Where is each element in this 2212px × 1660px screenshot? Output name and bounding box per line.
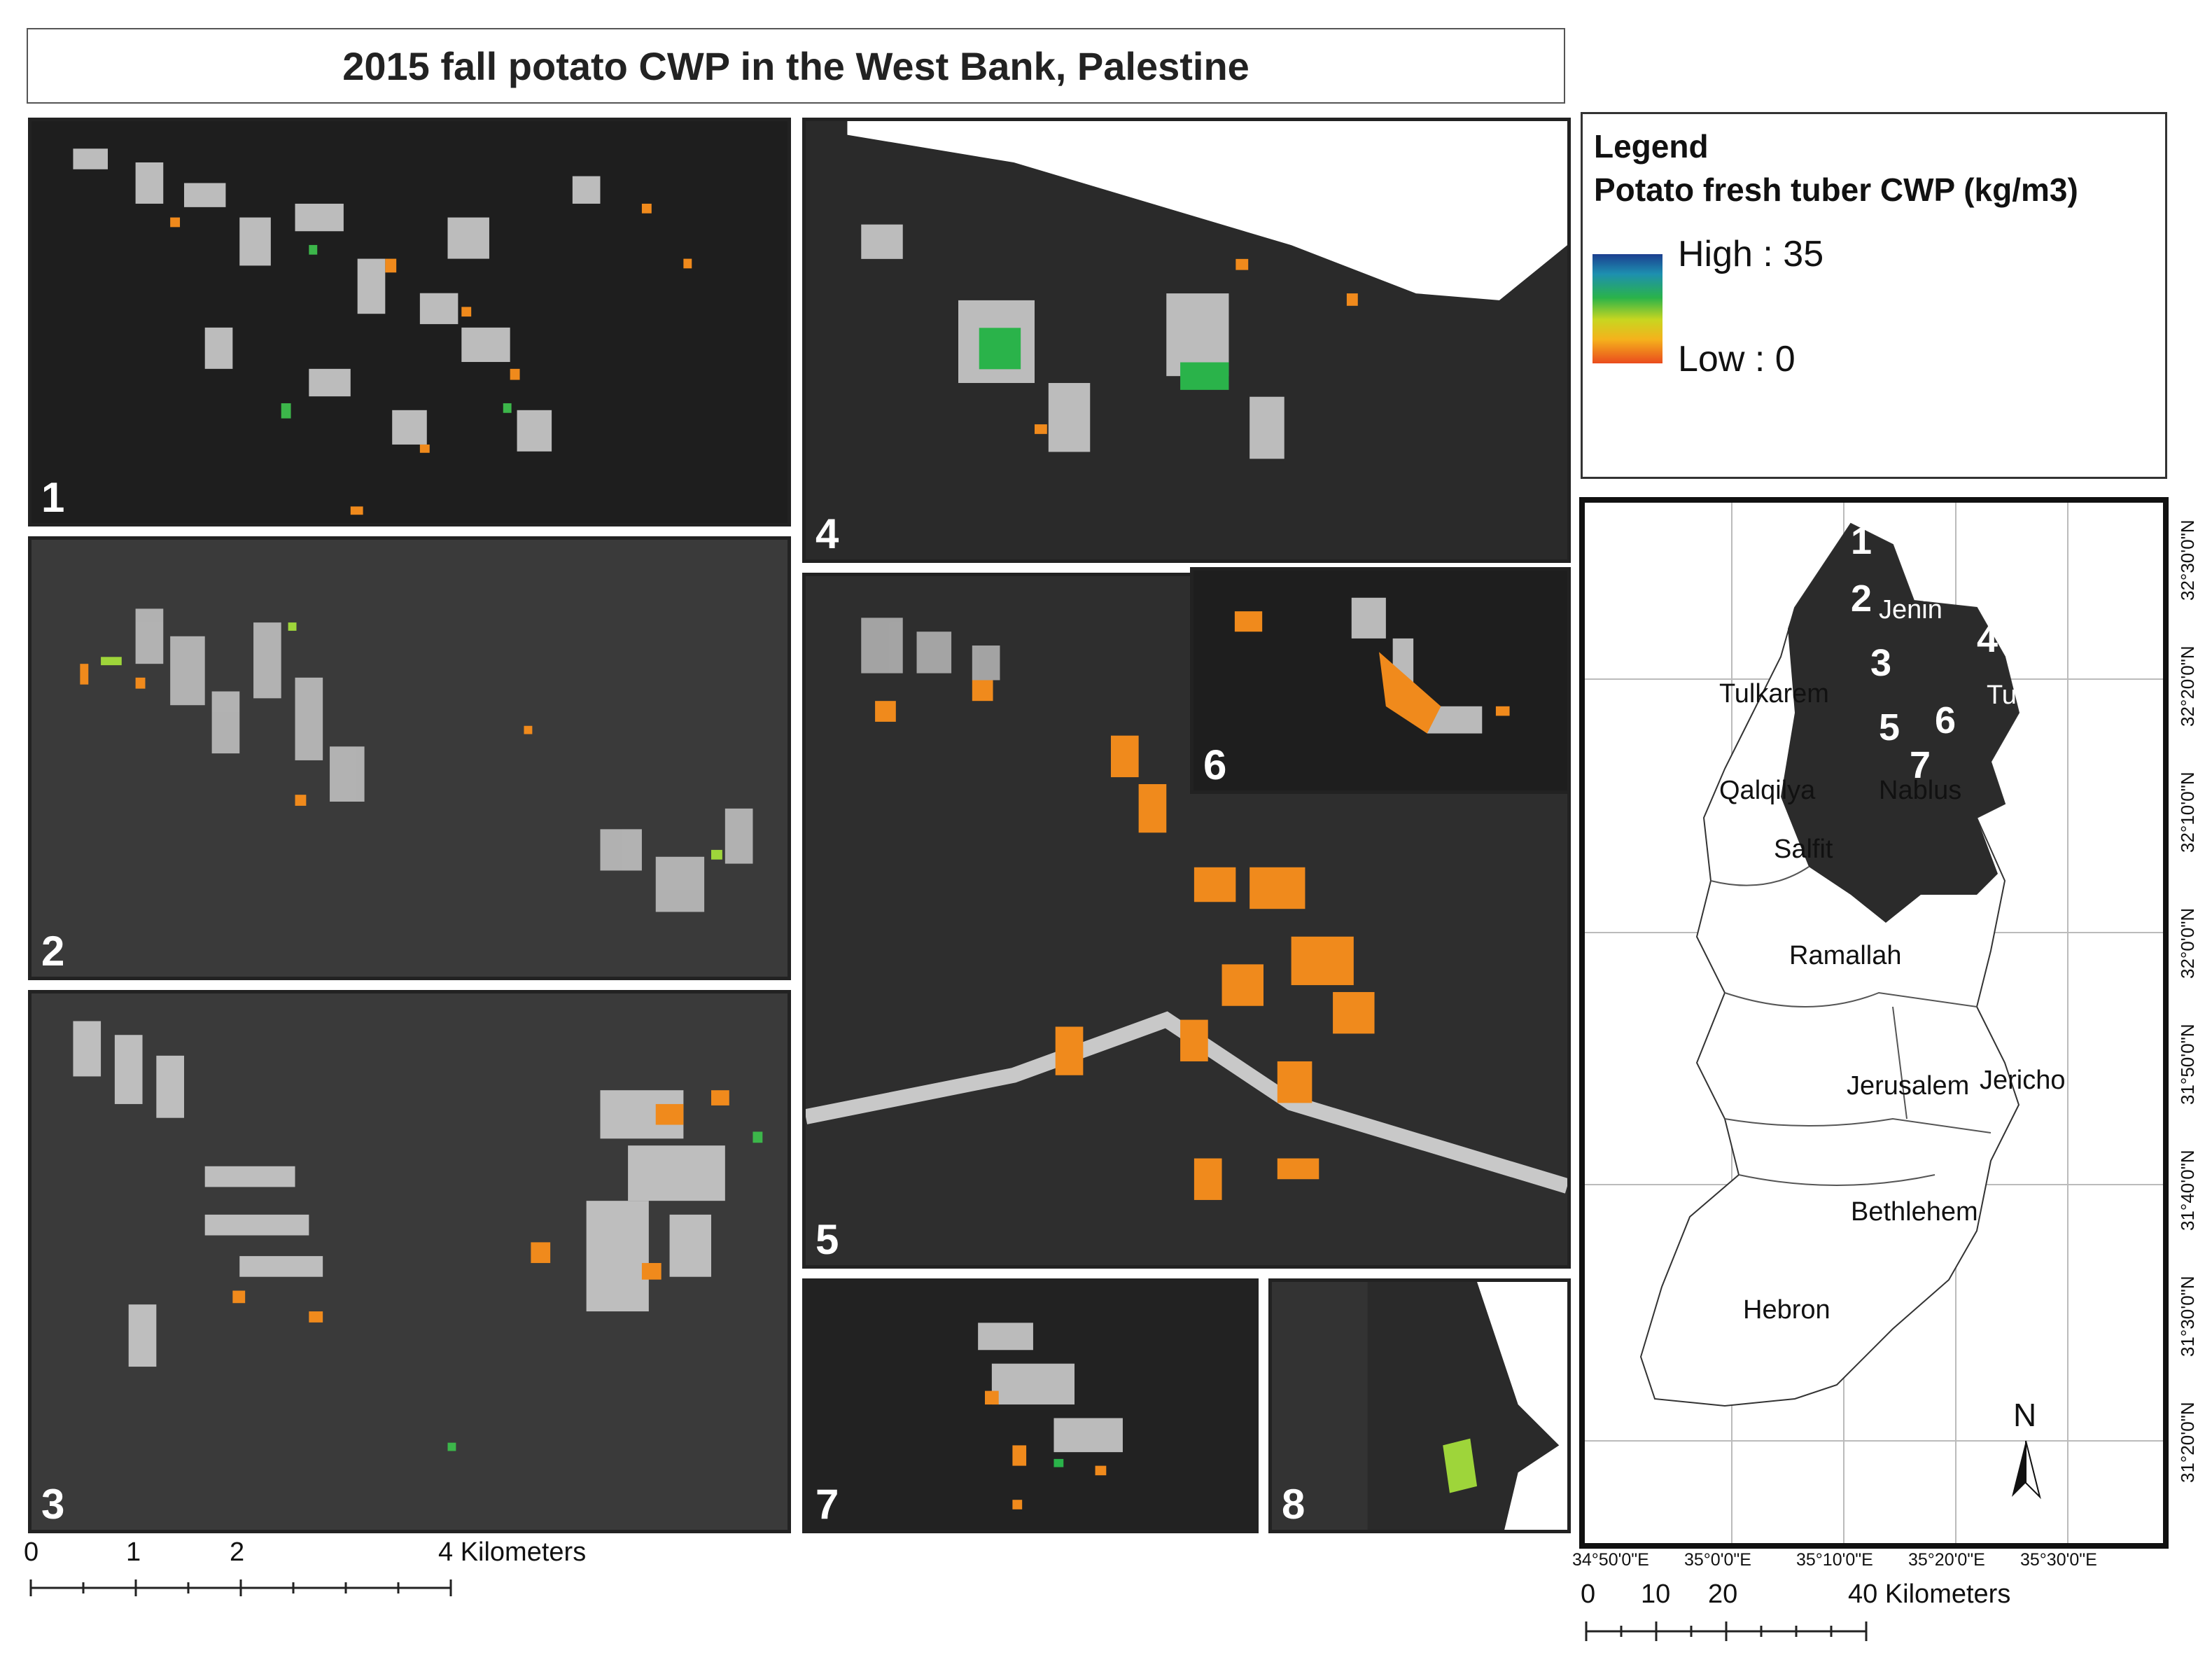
- latitude-label: 31°40'0"N: [2177, 1150, 2198, 1231]
- panel-4: 4: [802, 118, 1571, 563]
- longitude-label: 35°30'0"E: [2020, 1550, 2097, 1570]
- city-label: Salfit: [1774, 835, 1833, 864]
- city-label: Jenin: [1879, 595, 1942, 625]
- site-number: 1: [1851, 520, 1872, 562]
- city-label: Tubas: [1987, 681, 2060, 710]
- panel-1: 1: [28, 118, 791, 526]
- map-title: 2015 fall potato CWP in the West Bank, P…: [27, 28, 1565, 104]
- panel-number: 1: [41, 474, 65, 521]
- latitude-label: 32°20'0"N: [2177, 646, 2198, 727]
- site-number: 6: [1935, 699, 1956, 741]
- legend-subtitle: Potato fresh tuber CWP (kg/m3): [1594, 172, 2078, 208]
- latitude-label: 31°20'0"N: [2177, 1402, 2198, 1483]
- longitude-label: 34°50'0"E: [1572, 1550, 1649, 1570]
- legend-heading: Legend: [1594, 128, 1709, 165]
- panel-number: 5: [816, 1216, 839, 1263]
- site-number: 3: [1870, 642, 1892, 684]
- north-arrow-icon: [2012, 1440, 2041, 1500]
- panel-7-imagery: [806, 1282, 1255, 1530]
- panel-number: 6: [1203, 741, 1227, 788]
- panel-number: 8: [1282, 1481, 1306, 1528]
- panel-number: 2: [41, 928, 65, 975]
- longitude-label: 35°10'0"E: [1796, 1550, 1873, 1570]
- legend-high-label: High : 35: [1678, 234, 1824, 274]
- panel-1-imagery: [31, 121, 788, 523]
- site-number: 4: [1977, 618, 1998, 660]
- longitude-label: 35°20'0"E: [1908, 1550, 1985, 1570]
- latitude-label: 32°0'0"N: [2177, 907, 2198, 979]
- panel-number: 7: [816, 1481, 839, 1528]
- panel-2: 2: [28, 536, 791, 980]
- panel-number: 4: [816, 510, 839, 557]
- panel-number: 3: [41, 1481, 65, 1528]
- panel-4-imagery: [806, 121, 1567, 559]
- panel-8-imagery: [1272, 1282, 1567, 1530]
- overview-map: 1 2 3 4 5 6 7 8 Jenin Tulkarem Tubas Qal…: [1579, 497, 2198, 1549]
- city-label: Tulkarem: [1719, 679, 1829, 709]
- scale-tick-label: 2: [230, 1537, 245, 1567]
- site-number: 8: [2023, 741, 2045, 783]
- latitude-label: 31°30'0"N: [2177, 1276, 2198, 1357]
- overview-map-graphic: [1585, 503, 2163, 1543]
- latitude-label: 31°50'0"N: [2177, 1024, 2198, 1105]
- scale-tick-label: 1: [126, 1537, 141, 1567]
- city-label: Hebron: [1743, 1295, 1830, 1325]
- panel-3-imagery: [31, 993, 788, 1530]
- city-label: Bethlehem: [1851, 1197, 1978, 1227]
- panel-6: 6: [1190, 567, 1571, 794]
- color-ramp: [1592, 254, 1662, 363]
- scale-tick-label: 4 Kilometers: [438, 1537, 587, 1567]
- legend-box: Legend Potato fresh tuber CWP (kg/m3) Hi…: [1581, 112, 2167, 479]
- scale-tick-label: 20: [1708, 1579, 1738, 1609]
- panel-8: 8: [1268, 1278, 1571, 1533]
- scale-bar-line: [1585, 1621, 1868, 1641]
- panel-2-imagery: [31, 540, 788, 977]
- city-label: Nablus: [1879, 776, 1962, 805]
- site-number: 5: [1879, 706, 1900, 748]
- panel-3: 3: [28, 990, 791, 1533]
- scale-tick-label: 0: [24, 1537, 39, 1567]
- scale-tick-label: 10: [1641, 1579, 1671, 1609]
- city-label: Qalqilya: [1719, 776, 1816, 805]
- site-number: 2: [1851, 578, 1872, 620]
- north-arrow-label: N: [2013, 1397, 2037, 1433]
- city-label: Ramallah: [1789, 941, 1902, 970]
- latitude-label: 32°30'0"N: [2177, 519, 2198, 601]
- longitude-label: 35°0'0"E: [1684, 1550, 1751, 1570]
- scale-tick-label: 40 Kilometers: [1848, 1579, 2011, 1609]
- scale-bar-line: [29, 1579, 452, 1596]
- latitude-label: 32°10'0"N: [2177, 772, 2198, 853]
- panel-7: 7: [802, 1278, 1259, 1533]
- scale-tick-label: 0: [1581, 1579, 1596, 1609]
- panel-6-imagery: [1194, 571, 1567, 790]
- site-number: 7: [1910, 744, 1931, 786]
- city-label: Jerusalem: [1847, 1071, 1970, 1101]
- city-label: Jericho: [1980, 1066, 2066, 1095]
- legend-low-label: Low : 0: [1678, 339, 1795, 379]
